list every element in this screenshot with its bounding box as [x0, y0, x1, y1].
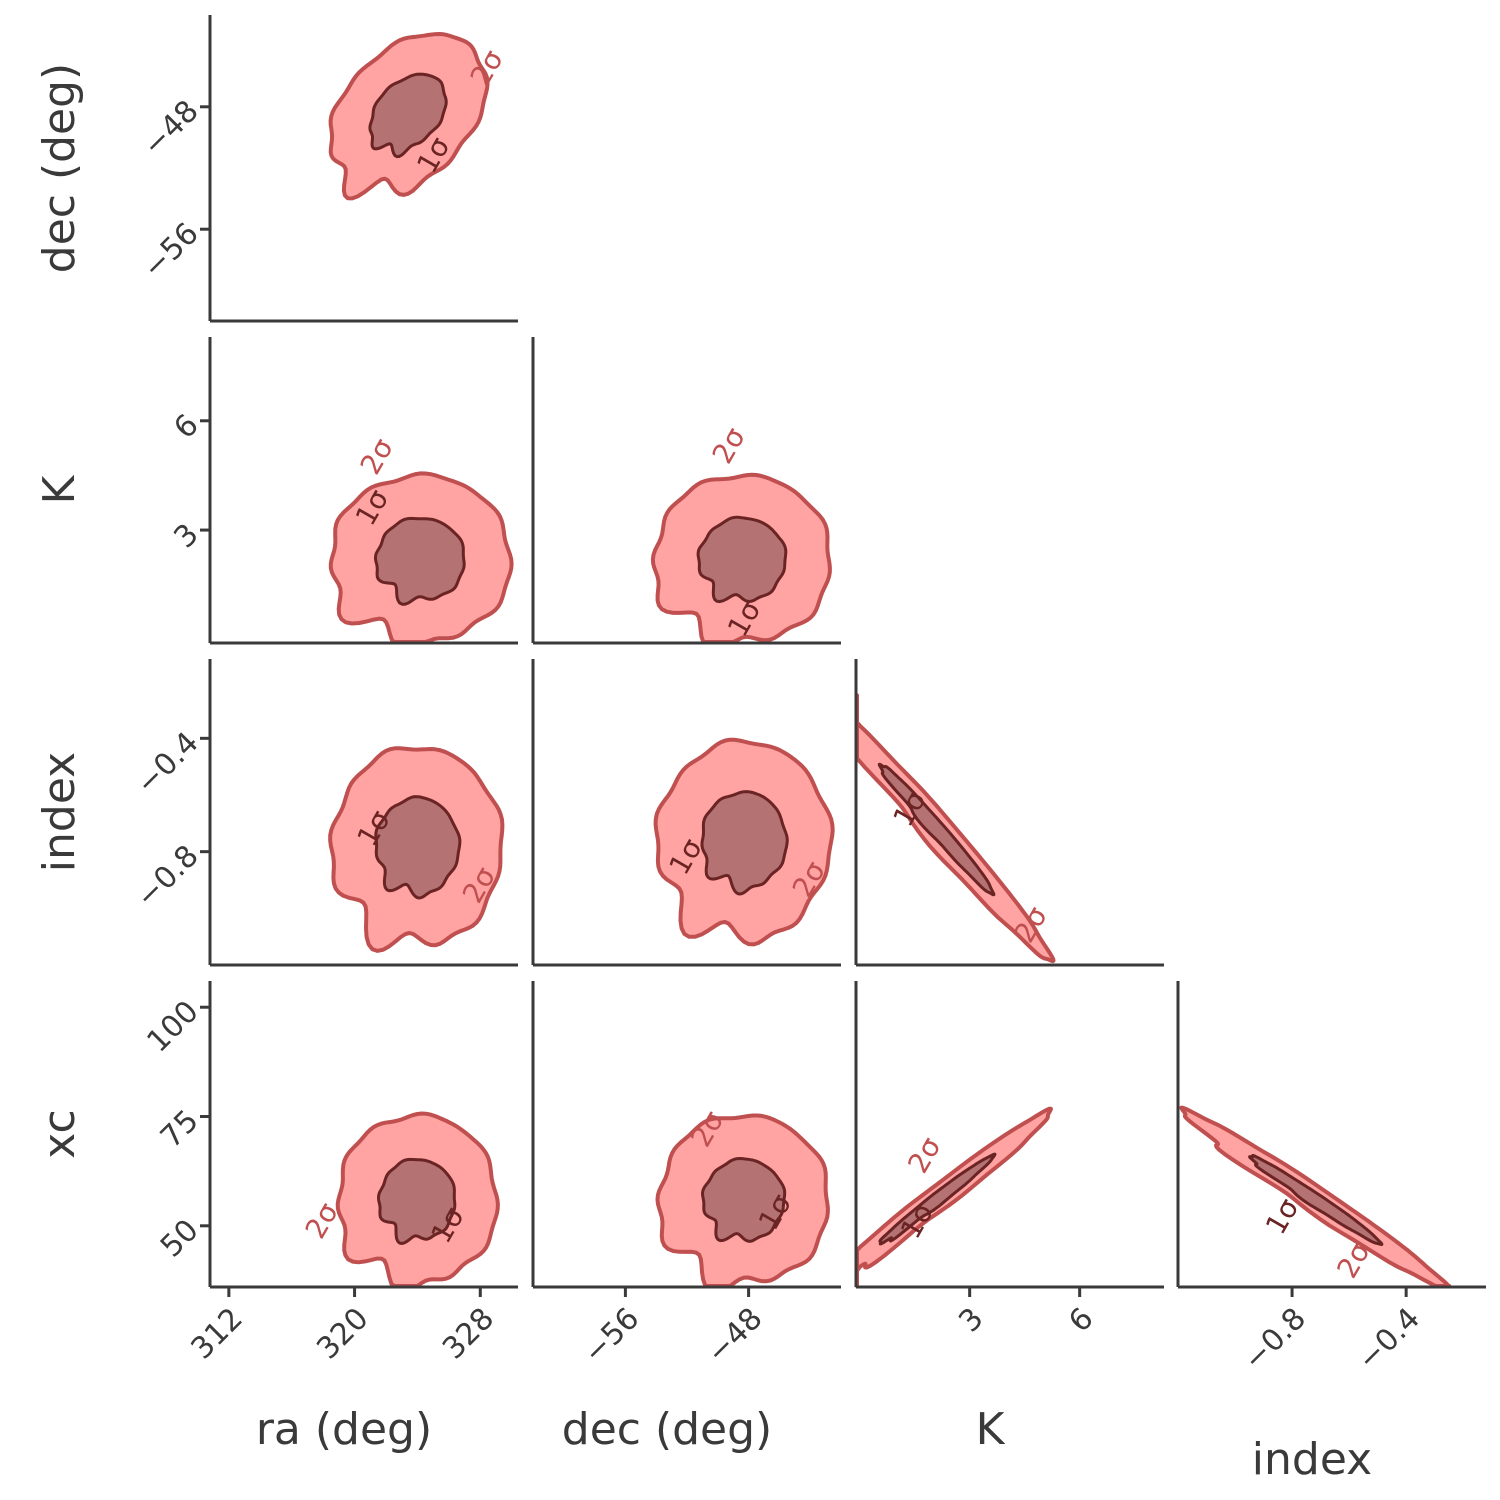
- x-tick-label: 6: [1062, 1301, 1100, 1339]
- y-tick-label: −0.4: [129, 725, 205, 801]
- y-tick-label: 3: [167, 517, 205, 555]
- y-tick-label: −0.8: [129, 839, 205, 915]
- x-tick-label: 328: [436, 1301, 501, 1366]
- x-tick-label: −56: [577, 1301, 647, 1371]
- x-tick-label: 312: [185, 1301, 250, 1366]
- y-tick-label: −56: [136, 216, 206, 286]
- y-tick-label: 75: [154, 1103, 206, 1155]
- x-tick-label: −0.4: [1351, 1301, 1427, 1377]
- contour-1sigma: [878, 1152, 997, 1246]
- contour-1sigma: [700, 790, 789, 896]
- contour-1sigma: [374, 516, 466, 606]
- y-axis-label-dec: dec (deg): [34, 63, 85, 273]
- contour-1sigma: [701, 1157, 787, 1243]
- contour-1sigma: [377, 1157, 457, 1245]
- y-axis-label-K: K: [34, 474, 85, 504]
- x-axis-label-index: index: [1252, 1434, 1372, 1485]
- y-axis-label-index: index: [34, 752, 85, 872]
- y-tick-label: 6: [167, 408, 205, 446]
- contour-label-2sigma: 2σ: [706, 422, 752, 469]
- contour-1sigma: [374, 795, 462, 900]
- x-axis-label-K: K: [976, 1404, 1006, 1455]
- x-tick-label: 320: [310, 1301, 375, 1366]
- contour-1sigma: [1248, 1154, 1384, 1246]
- y-tick-label: 50: [154, 1213, 206, 1265]
- contour-1sigma: [368, 72, 448, 159]
- y-tick-label: 100: [140, 994, 205, 1059]
- contour-label-2sigma: 2σ: [354, 433, 400, 480]
- contour-1sigma: [696, 515, 788, 604]
- x-axis-label-ra: ra (deg): [256, 1404, 432, 1455]
- y-tick-label: −48: [136, 94, 206, 164]
- x-axis-label-dec: dec (deg): [562, 1404, 772, 1455]
- x-tick-label: 3: [952, 1301, 990, 1339]
- x-tick-label: −0.8: [1237, 1301, 1313, 1377]
- y-axis-label-xc: xc: [34, 1109, 85, 1158]
- panel-index-vs-dec: 1σ 2σ: [653, 737, 835, 947]
- contour-label-2sigma: 2σ: [901, 1132, 947, 1179]
- contour-1sigma: [877, 762, 996, 897]
- x-tick-label: −48: [700, 1301, 770, 1371]
- contour-2sigma: [855, 1106, 1053, 1288]
